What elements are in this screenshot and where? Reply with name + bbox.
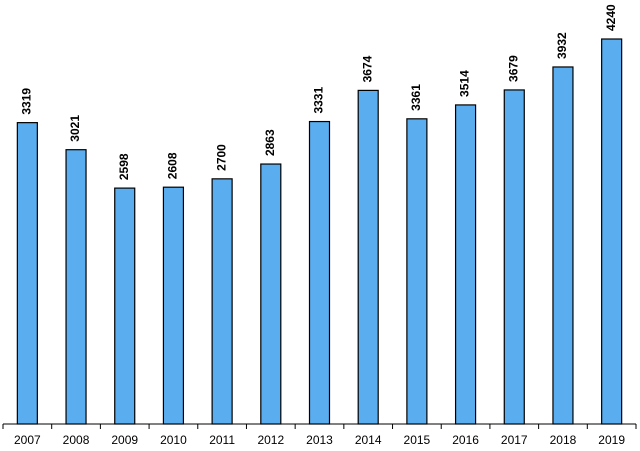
x-tick-label: 2009	[111, 433, 138, 447]
value-label: 2598	[117, 153, 131, 180]
value-label: 3514	[458, 70, 472, 97]
bar	[114, 187, 136, 425]
x-tick-label: 2011	[209, 433, 235, 447]
bar	[357, 89, 379, 425]
x-tick-label: 2017	[501, 433, 528, 447]
bar	[65, 149, 87, 425]
x-tick-label: 2007	[14, 433, 41, 447]
value-label: 3361	[409, 84, 423, 111]
bar	[162, 186, 185, 425]
bar	[16, 122, 38, 425]
bar	[211, 178, 233, 425]
value-label: 4240	[604, 4, 618, 31]
value-label: 2700	[214, 144, 228, 171]
x-tick-label: 2019	[598, 433, 625, 447]
bar	[552, 66, 574, 425]
value-label: 3319	[20, 88, 34, 115]
bar	[308, 120, 331, 425]
value-label: 3674	[360, 55, 374, 82]
x-tick-label: 2008	[63, 433, 90, 447]
value-label: 3679	[506, 55, 520, 82]
value-label: 3331	[312, 87, 326, 114]
bar	[454, 104, 477, 425]
x-tick-label: 2015	[404, 433, 431, 447]
bar	[406, 118, 428, 425]
x-tick-label: 2018	[550, 433, 577, 447]
bar	[601, 38, 623, 425]
x-tick-label: 2012	[257, 433, 284, 447]
x-tick-label: 2016	[452, 433, 479, 447]
value-label: 2863	[263, 129, 277, 156]
value-label: 3932	[555, 32, 569, 59]
bar	[503, 89, 525, 425]
value-label: 3021	[68, 115, 82, 142]
value-label: 2608	[166, 152, 180, 179]
x-tick-label: 2014	[355, 433, 382, 447]
x-tick-label: 2010	[160, 433, 187, 447]
x-tick-label: 2013	[306, 433, 333, 447]
bar	[260, 163, 282, 425]
